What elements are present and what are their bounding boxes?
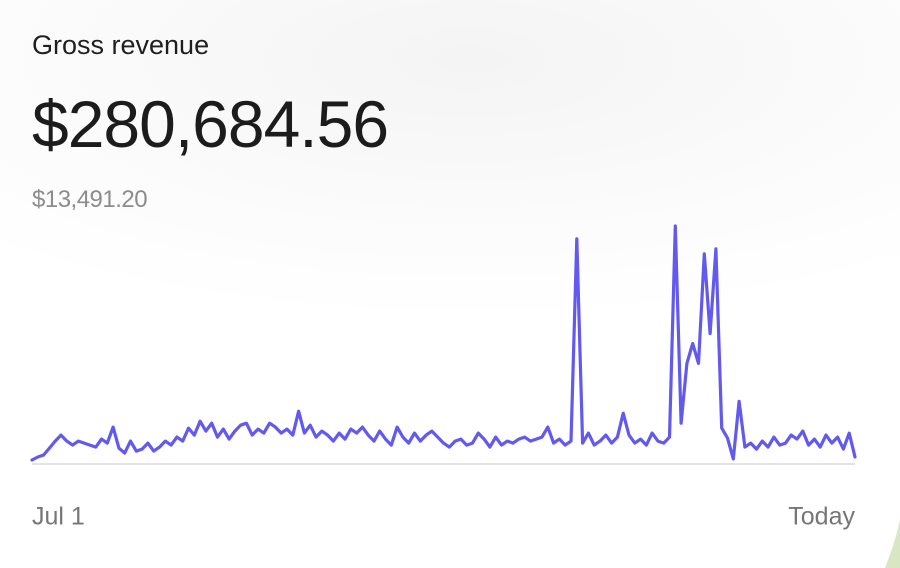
x-label: Jul 1 <box>32 503 85 531</box>
card-title: Gross revenue <box>32 30 210 60</box>
x-label: Today <box>788 503 855 531</box>
comparison-amount: $13,491.20 <box>32 186 148 213</box>
corner-decoration <box>885 520 900 568</box>
revenue-line <box>30 224 857 462</box>
total-amount: $280,684.56 <box>32 87 389 161</box>
